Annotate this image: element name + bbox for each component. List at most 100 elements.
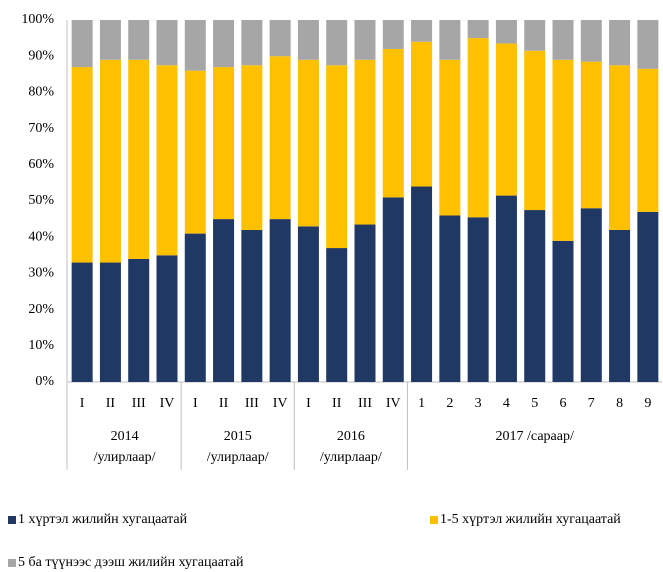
x-tick-label: 2: [446, 396, 453, 411]
legend-swatch: [430, 516, 438, 524]
bar-segment: [269, 56, 291, 220]
bar-segment: [580, 208, 602, 382]
x-tick-label: 8: [616, 396, 623, 411]
bar-segment: [495, 195, 517, 382]
bar-segment: [99, 262, 121, 382]
bar-segment: [609, 65, 631, 230]
bar-segment: [99, 59, 121, 263]
x-tick-label: III: [132, 396, 146, 411]
x-tick-label: II: [106, 396, 116, 411]
bar-segment: [439, 20, 461, 60]
bar-segment: [71, 20, 93, 68]
bar-segment: [580, 20, 602, 62]
y-tick-label: 30%: [28, 266, 54, 281]
bar-segment: [241, 229, 263, 382]
bar-segment: [241, 65, 263, 230]
bar-segment: [354, 20, 376, 60]
x-tick-label: 1: [418, 396, 425, 411]
bar-segment: [467, 20, 489, 39]
legend-label: 1-5 хүртэл жилийн хугацаатай: [440, 512, 621, 527]
bar-segment: [637, 211, 659, 382]
y-tick-label: 90%: [28, 48, 54, 63]
bar-segment: [552, 240, 574, 382]
x-tick-label: II: [219, 396, 229, 411]
x-tick-label: 5: [531, 396, 538, 411]
x-tick-label: 6: [560, 396, 567, 411]
bar-segment: [411, 41, 433, 187]
bar-segment: [326, 65, 348, 249]
bar-segment: [609, 20, 631, 66]
group-sublabel: /улирлаар/: [320, 450, 382, 465]
y-tick-label: 70%: [28, 121, 54, 136]
bar-segment: [552, 20, 574, 60]
bar-segment: [411, 20, 433, 42]
bar-segment: [382, 197, 404, 382]
bar-segment: [326, 248, 348, 382]
y-tick-label: 50%: [28, 193, 54, 208]
x-tick-label: III: [245, 396, 259, 411]
bar-segment: [269, 20, 291, 57]
x-tick-label: I: [306, 396, 311, 411]
x-tick-label: I: [80, 396, 85, 411]
group-label: 2014: [111, 429, 139, 444]
bar-segment: [411, 186, 433, 382]
bar-segment: [524, 210, 546, 382]
y-tick-label: 0%: [35, 374, 54, 389]
bar-segment: [184, 20, 206, 71]
bar-segment: [269, 219, 291, 382]
bar-segment: [382, 20, 404, 49]
x-tick-label: 7: [588, 396, 595, 411]
bar-segment: [354, 59, 376, 225]
y-tick-label: 10%: [28, 338, 54, 353]
bar-segment: [637, 20, 659, 69]
group-label: 2017 /сараар/: [496, 429, 574, 444]
bar-segment: [128, 20, 150, 60]
x-tick-label: III: [358, 396, 372, 411]
bar-segment: [439, 215, 461, 382]
bar-segment: [184, 70, 206, 234]
bar-segment: [99, 20, 121, 60]
x-tick-label: 9: [644, 396, 651, 411]
bar-segment: [467, 217, 489, 382]
bar-segment: [213, 20, 235, 68]
y-tick-label: 80%: [28, 85, 54, 100]
bar-segment: [495, 20, 517, 44]
y-tick-label: 100%: [21, 12, 54, 27]
x-tick-label: II: [332, 396, 342, 411]
bar-segment: [128, 59, 150, 259]
bar-segment: [71, 67, 93, 263]
x-tick-label: IV: [160, 396, 175, 411]
bar-segment: [297, 20, 319, 60]
bar-segment: [552, 59, 574, 241]
legend-swatch: [8, 516, 16, 524]
legend-label: 1 хүртэл жилийн хугацаатай: [18, 512, 188, 527]
bar-segment: [326, 20, 348, 66]
bar-segment: [495, 43, 517, 196]
bar-segment: [128, 258, 150, 382]
x-tick-label: IV: [273, 396, 288, 411]
group-label: 2015: [224, 429, 252, 444]
bar-segment: [184, 233, 206, 382]
bar-segment: [467, 38, 489, 218]
x-tick-label: I: [193, 396, 198, 411]
group-sublabel: /улирлаар/: [94, 450, 156, 465]
legend-swatch: [8, 559, 16, 567]
legend-label: 5 ба түүнээс дээш жилийн хугацаатай: [18, 555, 244, 570]
group-sublabel: /улирлаар/: [207, 450, 269, 465]
x-tick-label: 4: [503, 396, 510, 411]
bar-segment: [213, 219, 235, 382]
group-label: 2016: [337, 429, 365, 444]
bar-segment: [156, 255, 178, 382]
bar-segment: [241, 20, 263, 66]
bar-segment: [156, 20, 178, 66]
bar-segment: [637, 68, 659, 212]
bar-segment: [71, 262, 93, 382]
bar-segment: [156, 65, 178, 256]
bar-segment: [213, 67, 235, 220]
bar-segment: [524, 50, 546, 211]
bar-segment: [297, 59, 319, 227]
y-tick-label: 20%: [28, 302, 54, 317]
y-tick-label: 40%: [28, 229, 54, 244]
bar-segment: [439, 59, 461, 216]
